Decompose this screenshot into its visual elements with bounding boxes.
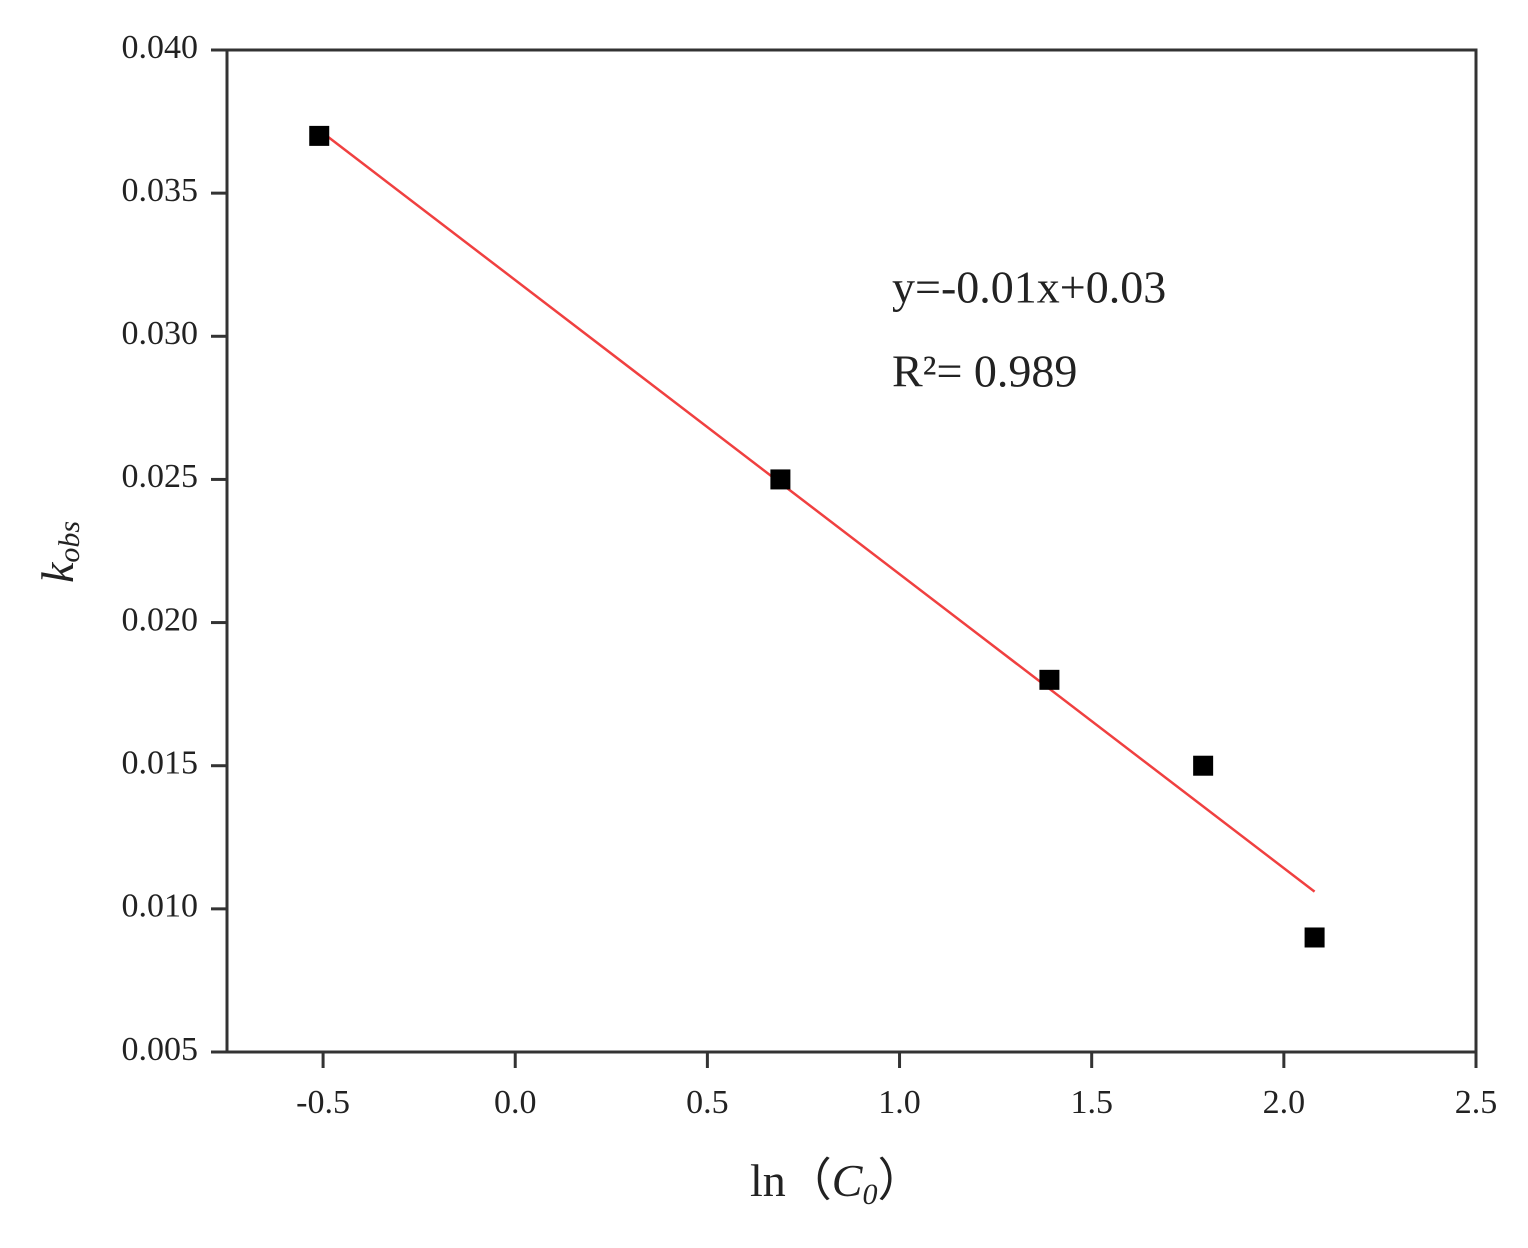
data-point <box>1304 927 1325 948</box>
data-point <box>770 469 791 490</box>
x-label-part: C <box>832 1155 864 1206</box>
x-label-part: ） <box>877 1155 923 1206</box>
x-label-part: ln（ <box>750 1155 832 1206</box>
y-tick-label: 0.025 <box>122 458 199 495</box>
r-squared: R²= 0.989 <box>892 346 1077 397</box>
x-tick-label: 1.0 <box>878 1084 921 1121</box>
y-tick-label: 0.020 <box>122 601 199 638</box>
y-tick-label: 0.005 <box>122 1031 199 1068</box>
data-point <box>309 125 330 146</box>
x-tick-label: 0.5 <box>686 1084 729 1121</box>
y-tick-label: 0.030 <box>122 315 199 352</box>
data-point <box>1039 669 1060 690</box>
y-label-part: k <box>32 561 83 583</box>
x-tick-label: 2.0 <box>1263 1084 1306 1121</box>
y-tick-label: 0.015 <box>122 745 199 782</box>
x-axis-label: ln（C0） <box>750 1155 923 1211</box>
y-axis-label: kobs <box>32 521 86 583</box>
plot-frame <box>225 48 1478 1054</box>
x-label-part: 0 <box>862 1178 877 1211</box>
x-tick-label: -0.5 <box>296 1084 350 1121</box>
y-tick-label: 0.010 <box>122 888 199 925</box>
y-tick-label: 0.035 <box>122 172 199 209</box>
fit-line <box>318 129 1316 893</box>
y-tick-label: 0.040 <box>122 29 199 66</box>
y-label-part: obs <box>53 521 86 563</box>
x-tick-label: 2.5 <box>1455 1084 1498 1121</box>
x-tick-label: 1.5 <box>1070 1084 1113 1121</box>
x-tick-label: 0.0 <box>494 1084 537 1121</box>
equation: y=-0.01x+0.03 <box>892 262 1166 313</box>
data-point <box>1193 755 1214 776</box>
